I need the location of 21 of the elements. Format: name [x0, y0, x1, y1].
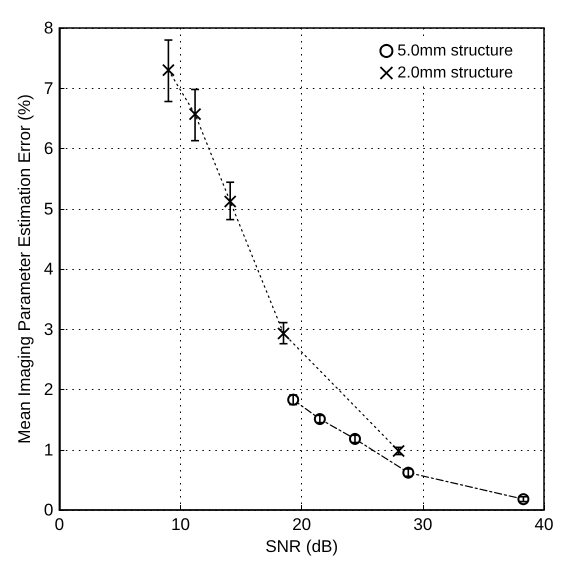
y-tick-label: 5 — [44, 199, 54, 218]
y-axis-title: Mean Imaging Parameter Estimation Error (%) — [15, 94, 34, 444]
legend-label: 2.0mm structure — [397, 64, 514, 82]
x-tick-label: 10 — [171, 515, 190, 534]
x-tick-label: 40 — [534, 515, 554, 534]
y-tick-label: 4 — [44, 260, 54, 278]
y-tick-label: 2 — [44, 380, 54, 399]
point — [162, 64, 175, 77]
y-tick-label: 6 — [44, 139, 54, 158]
point — [188, 108, 202, 121]
y-tick-label: 1 — [44, 440, 54, 460]
x-tick-label: 30 — [413, 515, 432, 534]
y-tick-label: 8 — [44, 18, 54, 38]
y-tick-label: 0 — [44, 500, 54, 520]
y-tick-label: 7 — [44, 78, 54, 98]
x-tick-label: 20 — [292, 515, 312, 534]
y-tick-label: 3 — [44, 320, 54, 339]
point — [277, 327, 290, 340]
point — [224, 195, 237, 208]
legend-label: 5.0mm structure — [397, 42, 514, 60]
x-axis-title: SNR (dB) — [265, 537, 338, 556]
